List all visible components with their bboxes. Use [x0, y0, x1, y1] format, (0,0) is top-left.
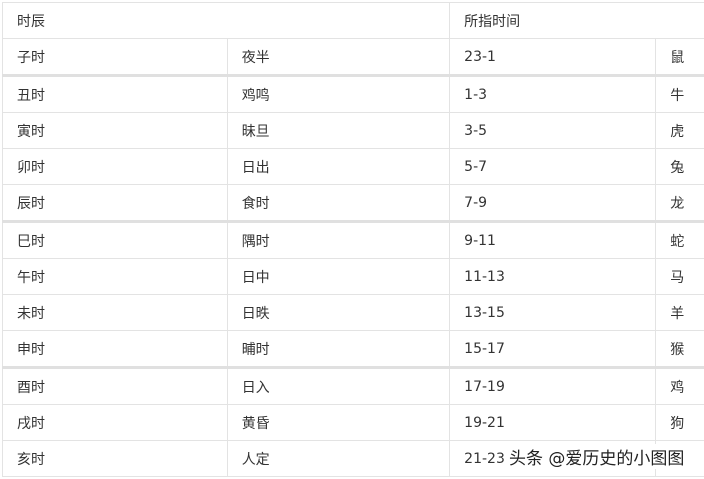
- cell-alias: 鸡鸣: [226, 74, 451, 113]
- cell-hours: 1-3: [449, 74, 657, 113]
- cell-zodiac: 鸡: [655, 366, 704, 405]
- cell-shichen: 辰时: [2, 184, 228, 222]
- cell-hours: 9-11: [449, 220, 657, 259]
- header-time: 所指时间: [449, 2, 704, 39]
- cell-zodiac: 蛇: [655, 220, 704, 259]
- cell-shichen: 戌时: [2, 404, 228, 441]
- cell-alias: 日昳: [226, 294, 451, 331]
- cell-hours: 13-15: [449, 294, 657, 331]
- cell-shichen: 午时: [2, 258, 228, 295]
- cell-hours: 19-21: [449, 404, 657, 441]
- cell-alias: 人定: [226, 440, 451, 477]
- cell-zodiac: 鼠: [655, 38, 704, 76]
- cell-alias: 隅时: [226, 220, 451, 259]
- table-row: 酉时 日入 17-19 鸡: [2, 366, 704, 405]
- cell-alias: 日出: [226, 148, 451, 185]
- cell-hours: 23-1: [449, 38, 657, 76]
- table-row: 未时 日昳 13-15 羊: [2, 294, 704, 331]
- cell-hours: 7-9: [449, 184, 657, 222]
- table-row: 卯时 日出 5-7 兔: [2, 148, 704, 185]
- table-row: 丑时 鸡鸣 1-3 牛: [2, 74, 704, 113]
- cell-hours: 15-17: [449, 330, 657, 368]
- cell-alias: 晡时: [226, 330, 451, 368]
- cell-alias: 日入: [226, 366, 451, 405]
- header-row: 时辰 所指时间: [1, 2, 704, 39]
- cell-zodiac: 马: [655, 258, 704, 295]
- cell-alias: 食时: [226, 184, 451, 222]
- cell-shichen: 亥时: [2, 440, 228, 477]
- cell-alias: 昧旦: [226, 112, 451, 149]
- cell-zodiac: 龙: [655, 184, 704, 222]
- watermark: 头条 @爱历史的小图图: [505, 444, 689, 469]
- cell-alias: 夜半: [226, 38, 451, 76]
- cell-alias: 黄昏: [226, 404, 451, 441]
- table-row: 寅时 昧旦 3-5 虎: [2, 112, 704, 149]
- cell-shichen: 卯时: [2, 148, 228, 185]
- cell-shichen: 子时: [2, 38, 228, 76]
- cell-alias: 日中: [226, 258, 451, 295]
- table-row: 辰时 食时 7-9 龙: [2, 184, 704, 222]
- cell-zodiac: 羊: [655, 294, 704, 331]
- table-row: 巳时 隅时 9-11 蛇: [2, 220, 704, 259]
- table-row: 戌时 黄昏 19-21 狗: [2, 404, 704, 441]
- cell-shichen: 寅时: [2, 112, 228, 149]
- cell-shichen: 巳时: [2, 220, 228, 259]
- cell-hours: 5-7: [449, 148, 657, 185]
- cell-shichen: 酉时: [2, 366, 228, 405]
- cell-zodiac: 兔: [655, 148, 704, 185]
- table-row: 申时 晡时 15-17 猴: [2, 330, 704, 368]
- cell-shichen: 申时: [2, 330, 228, 368]
- cell-zodiac: 牛: [655, 74, 704, 113]
- cell-hours: 11-13: [449, 258, 657, 295]
- table-row: 子时 夜半 23-1 鼠: [2, 38, 704, 76]
- cell-shichen: 未时: [2, 294, 228, 331]
- cell-zodiac: 虎: [655, 112, 704, 149]
- cell-zodiac: 猴: [655, 330, 704, 368]
- cell-zodiac: 狗: [655, 404, 704, 441]
- table-row: 午时 日中 11-13 马: [2, 258, 704, 295]
- cell-hours: 17-19: [449, 366, 657, 405]
- cell-hours: 3-5: [449, 112, 657, 149]
- header-shichen: 时辰: [1, 2, 451, 39]
- cell-shichen: 丑时: [2, 74, 228, 113]
